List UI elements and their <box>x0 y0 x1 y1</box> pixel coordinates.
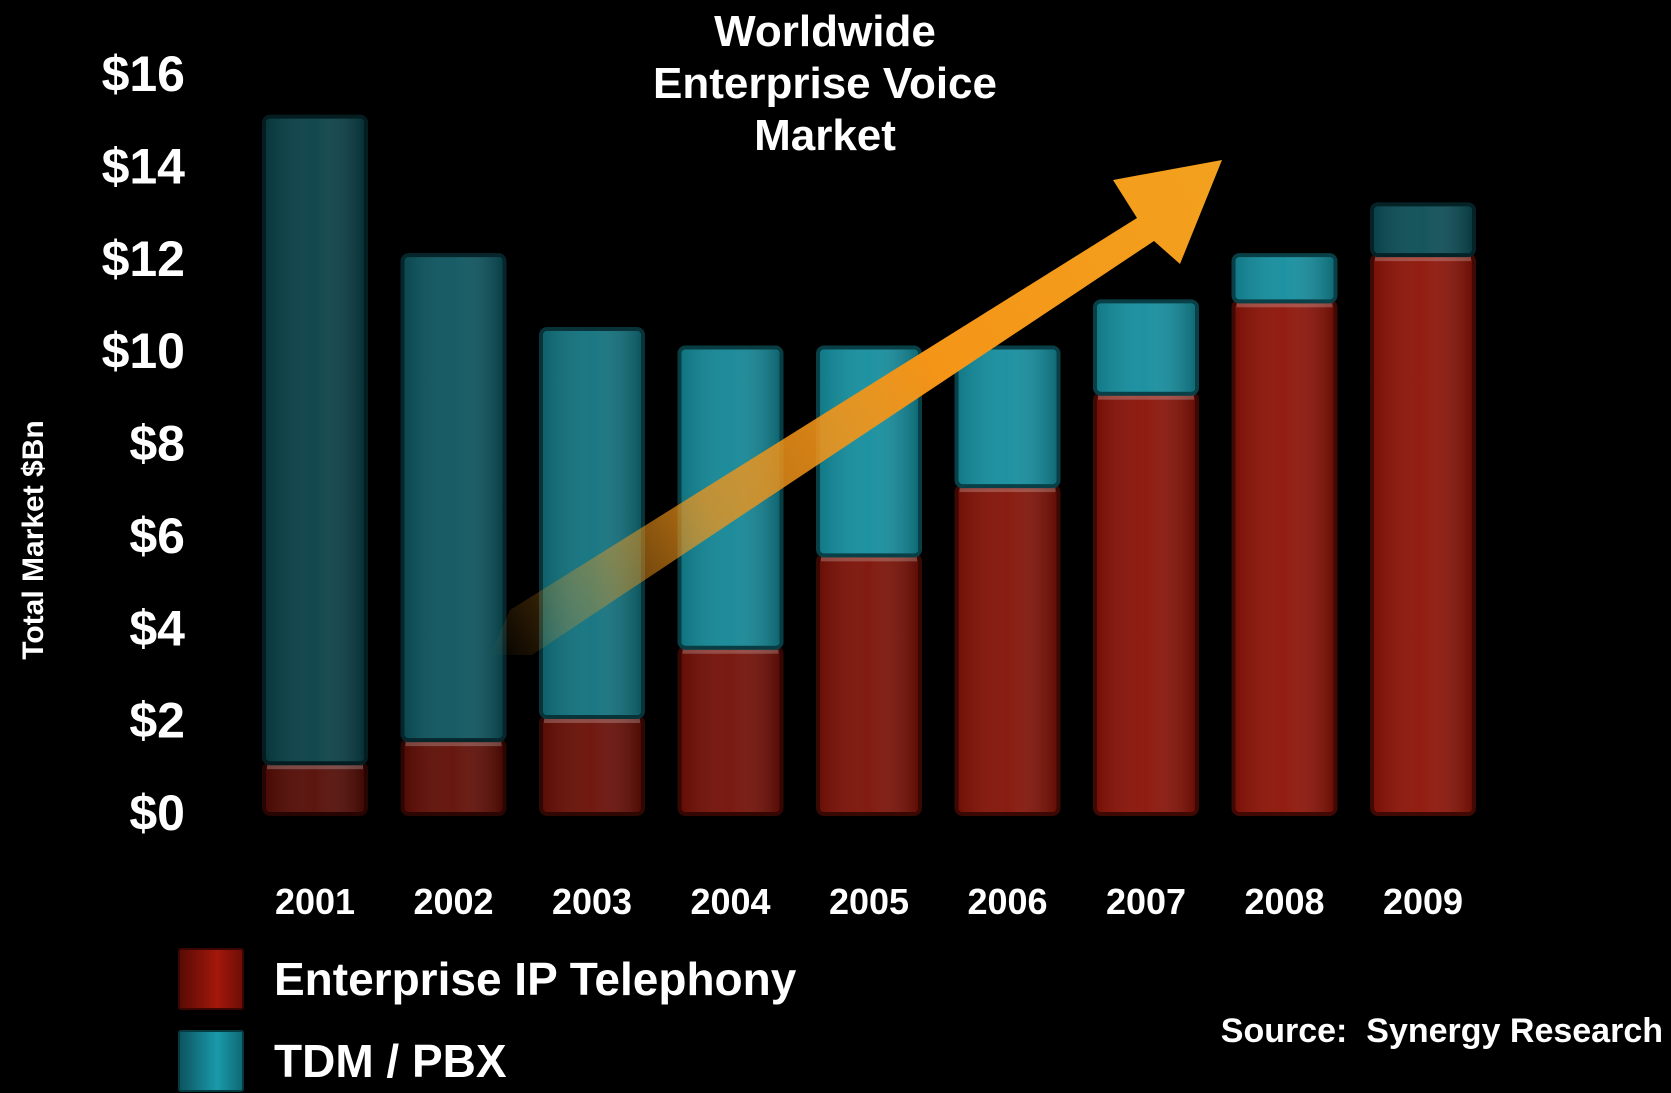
bar-segment-tdm-pbx-2003 <box>539 327 645 720</box>
bar-segment-ip-telephony-2004 <box>677 645 784 816</box>
bar-shade-ip-telephony-2008 <box>1235 303 1334 812</box>
chart-title-line-2: Enterprise Voice <box>653 59 997 108</box>
legend-swatch-tdm-pbx <box>178 1030 244 1092</box>
chart-title-line-3: Market <box>754 111 896 160</box>
y-tick-label: $0 <box>129 785 185 841</box>
bar-segment-tdm-pbx-2009 <box>1370 202 1476 258</box>
bar-segment-ip-telephony-2005 <box>816 553 922 816</box>
bar-shade-tdm-pbx-2008 <box>1235 257 1334 300</box>
x-tick-label: 2007 <box>1106 881 1186 922</box>
x-tick-label: 2008 <box>1244 881 1324 922</box>
bar-shade-tdm-pbx-2001 <box>266 118 364 762</box>
bar-highlight-2003 <box>544 718 640 724</box>
bar-segment-ip-telephony-2003 <box>539 715 645 816</box>
y-tick-label: $14 <box>102 138 186 194</box>
bar-shade-ip-telephony-2009 <box>1374 257 1472 813</box>
bar-shade-tdm-pbx-2009 <box>1374 206 1472 254</box>
source-note: Source: Synergy Research <box>1220 1012 1663 1050</box>
trend-arrow-shape <box>490 160 1222 655</box>
bar-shade-ip-telephony-2003 <box>543 719 641 812</box>
legend-label-ip-telephony: Enterprise IP Telephony <box>274 953 797 1005</box>
bar-highlight-2002 <box>405 741 502 747</box>
bar-highlight-2009 <box>1375 256 1471 262</box>
x-tick-label: 2005 <box>829 881 909 922</box>
y-tick-label: $12 <box>102 231 185 287</box>
y-tick-label: $2 <box>129 693 185 749</box>
bar-segment-tdm-pbx-2007 <box>1093 299 1199 396</box>
y-tick-label: $10 <box>102 323 185 379</box>
x-tick-label: 2003 <box>552 881 632 922</box>
y-tick-label: $6 <box>129 508 185 564</box>
y-tick-label: $8 <box>129 416 185 472</box>
legend-item-tdm-pbx: TDM / PBX <box>178 1030 507 1092</box>
bar-highlight-2006 <box>959 487 1056 493</box>
bar-segment-ip-telephony-2002 <box>400 738 507 816</box>
y-axis-ticks: $0 $2 $4 $6 $8 $10 $12 $14 $16 <box>102 46 186 841</box>
bar-segment-ip-telephony-2007 <box>1093 391 1199 816</box>
bar-highlight-2007 <box>1098 394 1194 400</box>
x-tick-label: 2009 <box>1383 881 1463 922</box>
x-tick-label: 2004 <box>690 881 770 922</box>
bar-segment-ip-telephony-2008 <box>1231 299 1338 817</box>
bar-segment-tdm-pbx-2001 <box>262 114 368 766</box>
bar-highlight-2008 <box>1236 302 1333 308</box>
chart-title: Worldwide Enterprise Voice Market <box>560 6 1090 162</box>
bar-segment-ip-telephony-2006 <box>954 484 1061 816</box>
bar-segment-ip-telephony-2001 <box>262 761 368 816</box>
y-tick-label: $16 <box>102 46 185 102</box>
y-tick-label: $4 <box>129 600 185 656</box>
bar-shade-ip-telephony-2004 <box>681 649 780 812</box>
x-tick-label: 2002 <box>413 881 493 922</box>
x-axis-ticks: 2001 2002 2003 2004 2005 2006 2007 2008 2009 <box>275 881 1463 922</box>
bar-segment-tdm-pbx-2002 <box>400 253 507 743</box>
bar-shade-tdm-pbx-2006 <box>958 349 1057 485</box>
bar-highlight-2001 <box>267 764 363 770</box>
bar-shade-ip-telephony-2006 <box>958 488 1057 812</box>
bar-shade-ip-telephony-2001 <box>266 765 364 812</box>
bar-shade-tdm-pbx-2002 <box>404 257 503 739</box>
bar-segment-tdm-pbx-2008 <box>1231 253 1338 304</box>
bar-shade-tdm-pbx-2007 <box>1097 303 1195 392</box>
legend-label-tdm-pbx: TDM / PBX <box>274 1035 507 1087</box>
chart-title-line-1: Worldwide <box>714 7 936 56</box>
bar-highlight-2004 <box>682 648 779 654</box>
bar-shade-tdm-pbx-2003 <box>543 331 641 716</box>
bar-highlight-2005 <box>821 556 917 562</box>
bar-shade-ip-telephony-2007 <box>1097 395 1195 812</box>
bar-segment-ip-telephony-2009 <box>1370 253 1476 817</box>
bar-shade-ip-telephony-2005 <box>820 557 918 812</box>
y-axis-label: Total Market $Bn <box>17 420 50 660</box>
bar-shade-ip-telephony-2002 <box>404 742 503 812</box>
x-tick-label: 2001 <box>275 881 355 922</box>
trend-arrow <box>490 160 1222 655</box>
legend-swatch-ip-telephony <box>178 948 244 1010</box>
bars-group <box>262 114 1476 817</box>
bar-segment-tdm-pbx-2006 <box>954 345 1061 489</box>
legend-item-ip-telephony: Enterprise IP Telephony <box>178 948 796 1010</box>
x-tick-label: 2006 <box>967 881 1047 922</box>
